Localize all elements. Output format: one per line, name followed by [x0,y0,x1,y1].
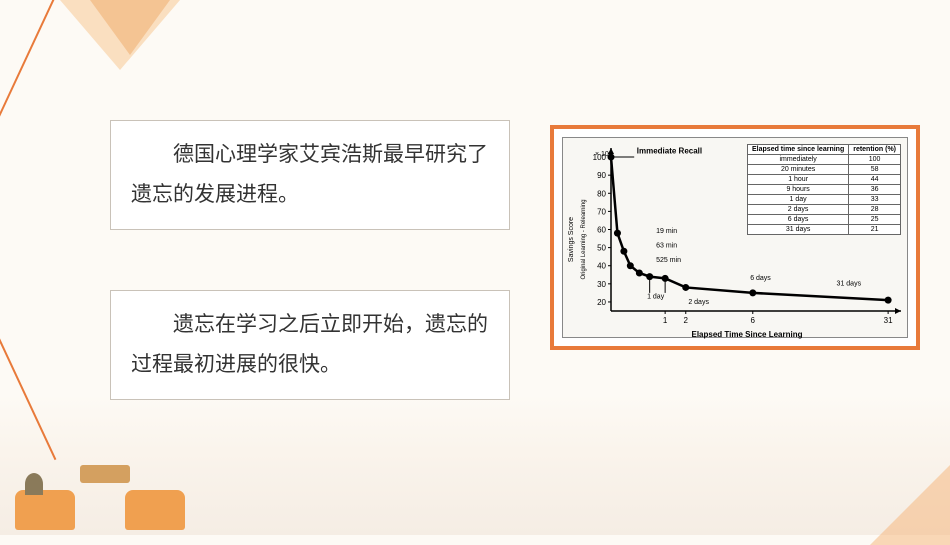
retention-table: Elapsed time since learningretention (%)… [747,144,901,235]
chart-container: 20 30 40 50 60 70 80 90 100 1 2 6 31 Immediate Recall… [550,125,920,350]
svg-text:20: 20 [597,298,606,307]
table-cell: 9 hours [748,185,849,195]
table-cell: 1 day [748,195,849,205]
svg-text:1: 1 [663,316,668,325]
sofa-icon-2 [125,490,185,530]
forgetting-curve-chart: 20 30 40 50 60 70 80 90 100 1 2 6 31 Immediate Recall… [562,137,908,338]
table-cell: 25 [849,215,901,225]
paragraph-2: 遗忘在学习之后立即开始，遗忘的过程最初进展的很快。 [131,313,488,376]
svg-text:70: 70 [597,207,606,216]
svg-text:Original Learning - Relearning: Original Learning - Relearning [581,199,587,279]
svg-text:Savings Score: Savings Score [568,217,575,262]
shelf-icon [80,465,130,483]
table-cell: immediately [748,155,849,165]
text-box-2: 遗忘在学习之后立即开始，遗忘的过程最初进展的很快。 [110,290,510,400]
svg-text:63 min: 63 min [656,243,677,250]
svg-text:Immediate Recall: Immediate Recall [637,146,702,155]
svg-text:6: 6 [751,316,756,325]
table-cell: 20 minutes [748,165,849,175]
svg-text:30: 30 [597,280,606,289]
svg-text:90: 90 [597,171,606,180]
svg-text:40: 40 [597,262,606,271]
table-cell: 58 [849,165,901,175]
svg-text:60: 60 [597,226,606,235]
person-icon [25,473,43,495]
svg-text:× 100: × 100 [595,151,613,158]
paragraph-1: 德国心理学家艾宾浩斯最早研究了遗忘的发展进程。 [131,143,488,206]
svg-text:50: 50 [597,244,606,253]
svg-text:19 min: 19 min [656,228,677,235]
svg-text:80: 80 [597,189,606,198]
table-cell: 36 [849,185,901,195]
svg-text:525 min: 525 min [656,257,681,264]
table-cell: 28 [849,205,901,215]
text-box-1: 德国心理学家艾宾浩斯最早研究了遗忘的发展进程。 [110,120,510,230]
diagonal-line-top [0,0,59,171]
table-cell: 6 days [748,215,849,225]
table-header-2: retention (%) [849,145,901,155]
illustration-people [10,445,210,535]
table-cell: 2 days [748,205,849,215]
svg-text:31: 31 [884,316,893,325]
table-cell: 100 [849,155,901,165]
svg-text:31 days: 31 days [837,281,862,288]
svg-text:6 days: 6 days [750,275,771,282]
svg-text:1 day: 1 day [647,293,665,300]
svg-text:2: 2 [684,316,689,325]
triangle-decoration-br [870,455,950,545]
table-cell: 31 days [748,225,849,235]
table-cell: 1 hour [748,175,849,185]
table-cell: 33 [849,195,901,205]
table-cell: 21 [849,225,901,235]
sofa-icon-1 [15,490,75,530]
triangle-decoration-2 [90,0,170,55]
svg-text:Elapsed Time Since Learning: Elapsed Time Since Learning [692,330,803,339]
table-cell: 44 [849,175,901,185]
svg-text:2 days: 2 days [688,299,709,306]
table-header-1: Elapsed time since learning [748,145,849,155]
